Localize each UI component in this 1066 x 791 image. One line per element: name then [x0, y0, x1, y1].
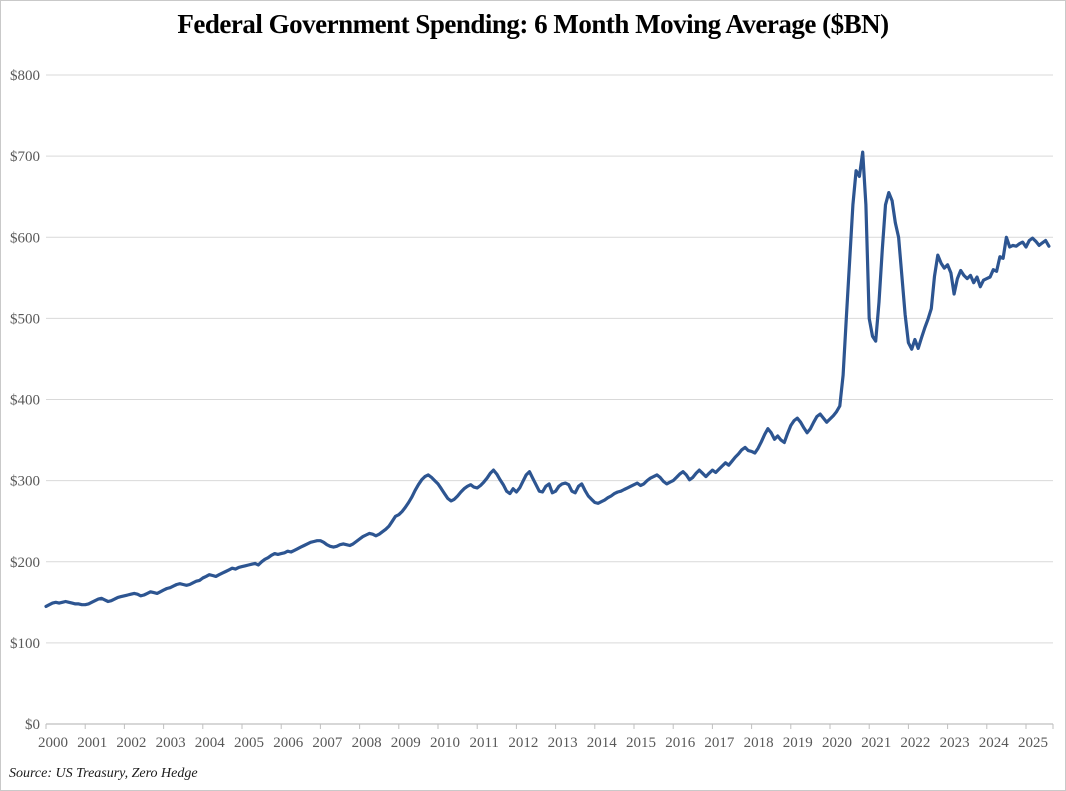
y-axis-label: $300: [10, 474, 40, 490]
x-axis-label: 2016: [665, 735, 696, 751]
x-axis-label: 2020: [822, 735, 852, 751]
x-axis-label: 2013: [548, 735, 578, 751]
y-axis-label: $700: [10, 149, 40, 165]
x-axis-label: 2022: [900, 735, 930, 751]
x-axis-label: 2005: [234, 735, 264, 751]
chart-title: Federal Government Spending: 6 Month Mov…: [177, 9, 889, 39]
x-axis-label: 2023: [940, 735, 970, 751]
y-axis-label: $0: [25, 717, 40, 733]
x-axis-label: 2009: [391, 735, 421, 751]
x-axis-label: 2014: [587, 735, 618, 751]
y-axis-label: $800: [10, 68, 40, 84]
x-axis-label: 2015: [626, 735, 656, 751]
x-axis-label: 2000: [38, 735, 68, 751]
x-axis-label: 2010: [430, 735, 460, 751]
x-axis-label: 2021: [861, 735, 891, 751]
spending-series-line: [44, 150, 1051, 609]
y-axis-label: $100: [10, 636, 40, 652]
x-axis-label: 2001: [77, 735, 107, 751]
x-axis-label: 2011: [469, 735, 498, 751]
x-axis-label: 2004: [195, 735, 226, 751]
y-axis-label: $200: [10, 555, 40, 571]
x-axis-label: 2017: [704, 735, 735, 751]
x-axis-label: 2019: [783, 735, 813, 751]
x-axis-label: 2003: [156, 735, 186, 751]
x-axis-label: 2018: [744, 735, 774, 751]
x-axis-label: 2008: [352, 735, 382, 751]
y-axis-label: $400: [10, 393, 40, 409]
x-axis-label: 2024: [979, 735, 1010, 751]
x-axis-label: 2012: [508, 735, 538, 751]
x-axis-label: 2006: [273, 735, 304, 751]
x-axis-label: 2002: [116, 735, 146, 751]
y-axis-label: $600: [10, 230, 40, 246]
y-axis-label: $500: [10, 311, 40, 327]
x-axis-label: 2007: [312, 735, 343, 751]
x-axis-label: 2025: [1018, 735, 1048, 751]
source-note: Source: US Treasury, Zero Hedge: [9, 766, 198, 781]
